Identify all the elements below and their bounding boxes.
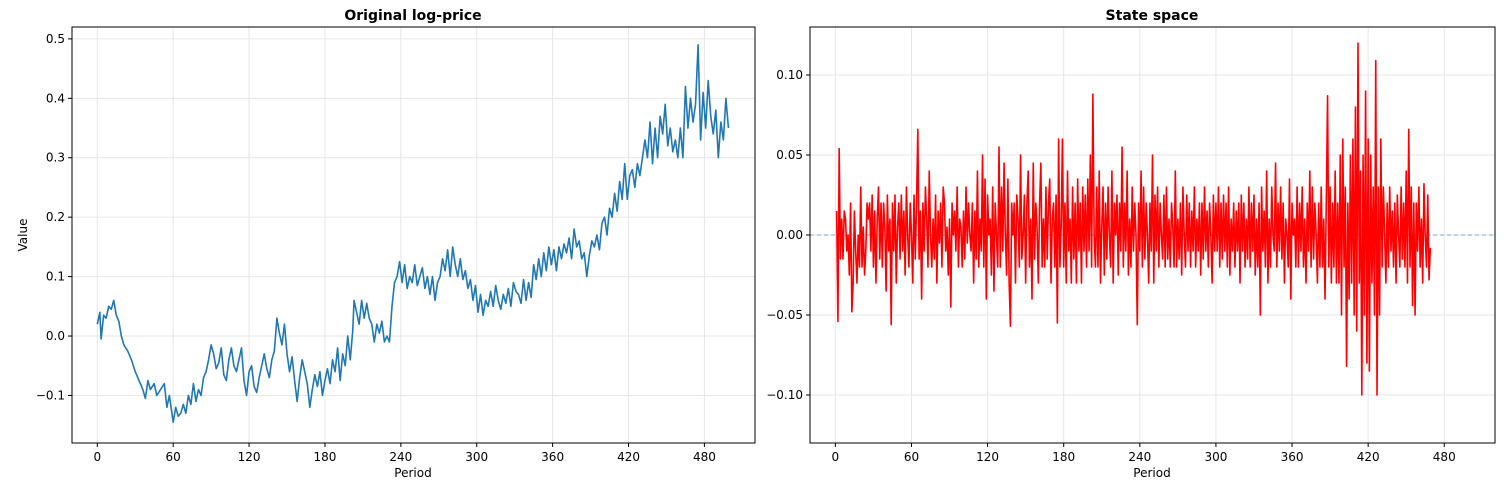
y-tick-label: −0.05 (766, 308, 803, 322)
x-tick-label: 0 (832, 450, 840, 464)
x-tick-label: 60 (904, 450, 919, 464)
x-tick-label: 360 (541, 450, 564, 464)
chart-title: Original log-price (344, 8, 481, 24)
x-tick-label: 480 (1433, 450, 1456, 464)
x-tick-label: 180 (1052, 450, 1075, 464)
x-tick-label: 120 (976, 450, 999, 464)
x-tick-label: 240 (1128, 450, 1151, 464)
x-tick-label: 0 (93, 450, 101, 464)
y-tick-label: 0.5 (46, 32, 65, 46)
y-tick-label: 0.3 (46, 151, 65, 165)
chart-panel-1: 0 60 120 180 240 300 360 420 480 −0.10 −0.05 0.00 0.… (766, 8, 1496, 480)
y-tick-label: −0.10 (766, 388, 803, 402)
x-tick-label: 480 (693, 450, 716, 464)
x-axis-label: Period (1133, 466, 1170, 480)
x-axis-label: Period (394, 466, 431, 480)
y-tick-label: 0.00 (776, 228, 803, 242)
x-tick-label: 240 (389, 450, 412, 464)
chart-panel-0: 0 60 120 180 240 300 360 420 480 −0.1 0.0 0.1 0.2 0.3… (16, 8, 756, 480)
x-tick-label: 420 (617, 450, 640, 464)
x-tick-label: 300 (1204, 450, 1227, 464)
y-tick-label: 0.10 (776, 68, 803, 82)
y-tick-label: −0.1 (36, 388, 65, 402)
x-tick-label: 360 (1281, 450, 1304, 464)
series-line-0 (96, 44, 730, 423)
chart-title: State space (1106, 8, 1199, 24)
y-tick-label: 0.2 (46, 210, 65, 224)
series-line-0 (835, 42, 1432, 396)
x-tick-label: 420 (1357, 450, 1380, 464)
x-tick-label: 60 (166, 450, 181, 464)
y-axis-label: Value (16, 219, 30, 252)
x-tick-label: 300 (465, 450, 488, 464)
y-tick-label: 0.05 (776, 148, 803, 162)
plot-frame (71, 26, 756, 444)
y-tick-label: 0.0 (46, 329, 65, 343)
y-tick-label: 0.1 (46, 270, 65, 284)
y-tick-label: 0.4 (46, 91, 65, 105)
x-tick-label: 120 (238, 450, 261, 464)
x-tick-label: 180 (314, 450, 337, 464)
